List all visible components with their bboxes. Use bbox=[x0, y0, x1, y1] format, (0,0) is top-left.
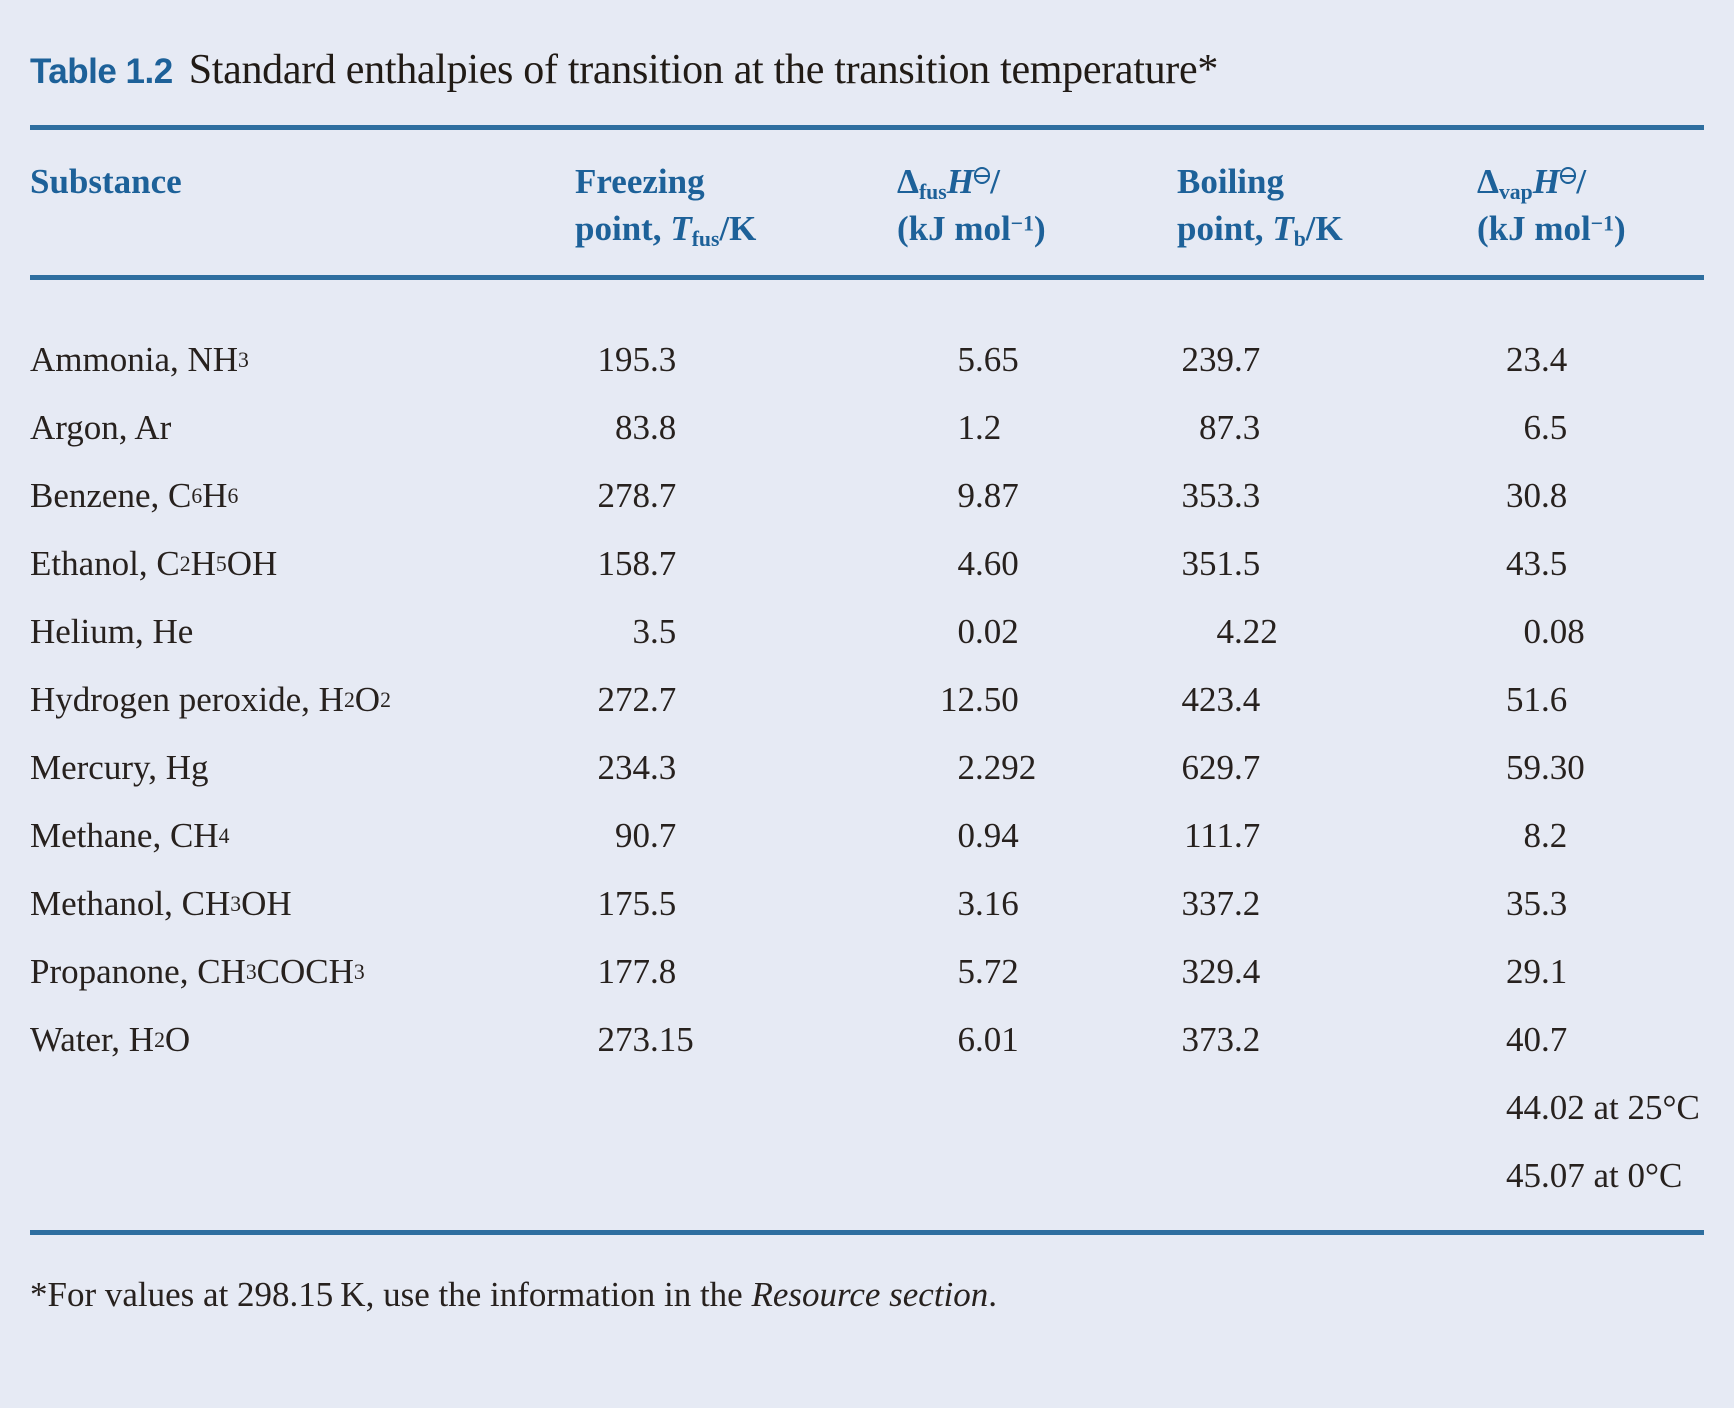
substance-cell: Argon, Ar bbox=[30, 408, 172, 447]
substance-cell: Methanol, CH 3 OH bbox=[30, 884, 292, 923]
enthalpy-fusion-cell: 3.16 bbox=[957, 884, 1019, 923]
substance-cell: Ammonia, NH 3 bbox=[30, 340, 249, 379]
enthalpy-fusion-cell: 0.02 bbox=[957, 612, 1019, 651]
header-substance: Substance bbox=[30, 162, 182, 201]
enthalpy-fusion-cell: 4.60 bbox=[957, 544, 1019, 583]
freezing-point-cell bbox=[480, 1074, 815, 1142]
boiling-point-cell: 111.7 bbox=[1184, 816, 1261, 855]
boiling-point-cell: 373.2 bbox=[1181, 1020, 1261, 1059]
freezing-point-cell: 90.7 bbox=[615, 816, 677, 855]
boiling-point-cell: 629.7 bbox=[1181, 748, 1261, 787]
enthalpy-vaporization-cell: 0.08 bbox=[1523, 612, 1585, 651]
substance-cell bbox=[30, 1074, 475, 1142]
boiling-point-cell: 353.3 bbox=[1181, 476, 1261, 515]
standard-state-icon bbox=[973, 167, 991, 184]
boiling-point-cell: 351.5 bbox=[1181, 544, 1261, 583]
enthalpy-fusion-cell: 9.87 bbox=[957, 476, 1019, 515]
table-figure: Table 1.2 Standard enthalpies of transit… bbox=[0, 46, 1734, 1315]
enthalpy-vaporization-cell: 40.7 bbox=[1506, 1020, 1568, 1059]
header-enthalpy-vaporization: ΔvapH / (kJ mol−1) bbox=[1477, 162, 1626, 248]
boiling-point-cell: 329.4 bbox=[1181, 952, 1261, 991]
table-caption: Standard enthalpies of transition at the… bbox=[188, 47, 1219, 93]
enthalpy-vaporization-cell: 51.6 bbox=[1506, 680, 1568, 719]
header-rule bbox=[30, 275, 1704, 280]
freezing-point-cell: 272.7 bbox=[597, 680, 677, 719]
table-row: Helium, He 3.5 0.02 4.22 0.08 bbox=[30, 598, 1704, 666]
boiling-point-cell: 337.2 bbox=[1181, 884, 1261, 923]
table-body: Ammonia, NH 3 195.3 5.65 239.7 23.4 Argon, Ar 8… bbox=[30, 326, 1704, 1210]
freezing-point-cell: 83.8 bbox=[615, 408, 677, 447]
enthalpy-fusion-cell: 2.292 bbox=[957, 748, 1037, 787]
boiling-point-cell: 423.4 bbox=[1181, 680, 1261, 719]
table-row: Ethanol, C 2 H 5 OH 158.7 4.60 351.5 43.5 bbox=[30, 530, 1704, 598]
footnote: *For values at 298.15 K, use the informa… bbox=[30, 1275, 1704, 1315]
enthalpy-fusion-cell: 0.94 bbox=[957, 816, 1019, 855]
table-row: 45.07 at 0°C bbox=[30, 1142, 1704, 1210]
freezing-point-cell: 158.7 bbox=[597, 544, 677, 583]
table-title: Table 1.2 Standard enthalpies of transit… bbox=[30, 46, 1704, 102]
boiling-point-cell: 239.7 bbox=[1181, 340, 1261, 379]
enthalpy-vaporization-cell: 6.5 bbox=[1523, 408, 1568, 447]
enthalpy-vaporization-cell: 35.3 bbox=[1506, 884, 1568, 923]
table-row: Methane, CH 4 90.7 0.94 111.7 8.2 bbox=[30, 802, 1704, 870]
enthalpy-fusion-cell: 6.01 bbox=[957, 1020, 1019, 1059]
table-row: Ammonia, NH 3 195.3 5.65 239.7 23.4 bbox=[30, 326, 1704, 394]
footnote-period: . bbox=[988, 1275, 998, 1314]
freezing-point-cell bbox=[480, 1142, 815, 1210]
bottom-rule bbox=[30, 1230, 1704, 1235]
table-row: Methanol, CH 3 OH 175.5 3.16 337.2 35.3 bbox=[30, 870, 1704, 938]
footnote-text: *For values at 298.15 K, use the informa… bbox=[30, 1275, 752, 1314]
standard-state-icon bbox=[1559, 167, 1577, 184]
freezing-point-cell: 195.3 bbox=[597, 340, 677, 379]
table-row: Hydrogen peroxide, H 2 O 2 272.7 12.50 423.4 51… bbox=[30, 666, 1704, 734]
enthalpy-fusion-cell bbox=[830, 1074, 1075, 1142]
header-enthalpy-fusion: ΔfusH / (kJ mol−1) bbox=[897, 162, 1046, 248]
table-header-row: Substance Freezing point, Tfus/K ΔfusH / … bbox=[30, 158, 1704, 252]
substance-cell: Propanone, CH 3 COCH 3 bbox=[30, 952, 365, 991]
substance-cell: Mercury, Hg bbox=[30, 748, 209, 787]
table-row: Benzene, C 6 H 6 278.7 9.87 353.3 30.8 bbox=[30, 462, 1704, 530]
footnote-italic: Resource section bbox=[751, 1275, 989, 1314]
table-row: Propanone, CH 3 COCH 3 177.8 5.72 329.4 29.1 bbox=[30, 938, 1704, 1006]
header-boiling-point: Boiling point, Tb/K bbox=[1177, 162, 1343, 252]
table-number: Table 1.2 bbox=[30, 52, 173, 91]
substance-cell: Ethanol, C 2 H 5 OH bbox=[30, 544, 278, 583]
substance-cell bbox=[30, 1142, 475, 1210]
top-rule bbox=[30, 125, 1704, 130]
freezing-point-cell: 234.3 bbox=[597, 748, 677, 787]
enthalpy-fusion-cell bbox=[830, 1142, 1075, 1210]
freezing-point-cell: 3.5 bbox=[632, 612, 677, 651]
table-row: Mercury, Hg 234.3 2.292 629.7 59.30 bbox=[30, 734, 1704, 802]
boiling-point-cell: 4.22 bbox=[1216, 612, 1278, 651]
enthalpy-fusion-cell: 12.50 bbox=[940, 680, 1019, 719]
enthalpy-fusion-cell: 1.2 bbox=[957, 408, 1002, 447]
table-row: 44.02 at 25°C bbox=[30, 1074, 1704, 1142]
enthalpy-vaporization-cell: 23.4 bbox=[1506, 340, 1568, 379]
table-row: Water, H 2 O 273.15 6.01 373.2 40.7 bbox=[30, 1006, 1704, 1074]
table-row: Argon, Ar 83.8 1.2 87.3 6.5 bbox=[30, 394, 1704, 462]
enthalpy-fusion-cell: 5.72 bbox=[957, 952, 1019, 991]
enthalpy-vaporization-cell: 44.02 at 25°C bbox=[1506, 1088, 1700, 1127]
enthalpy-vaporization-cell: 30.8 bbox=[1506, 476, 1568, 515]
enthalpy-vaporization-cell: 29.1 bbox=[1506, 952, 1568, 991]
boiling-point-cell bbox=[1080, 1074, 1395, 1142]
enthalpy-fusion-cell: 5.65 bbox=[957, 340, 1019, 379]
header-freezing-point: Freezing point, Tfus/K bbox=[575, 162, 757, 252]
enthalpy-vaporization-cell: 8.2 bbox=[1523, 816, 1568, 855]
freezing-point-cell: 273.15 bbox=[597, 1020, 694, 1059]
freezing-point-cell: 175.5 bbox=[597, 884, 677, 923]
enthalpy-vaporization-cell: 43.5 bbox=[1506, 544, 1568, 583]
substance-cell: Methane, CH 4 bbox=[30, 816, 230, 855]
boiling-point-cell: 87.3 bbox=[1199, 408, 1261, 447]
enthalpy-vaporization-cell: 45.07 at 0°C bbox=[1506, 1156, 1683, 1195]
freezing-point-cell: 177.8 bbox=[597, 952, 677, 991]
boiling-point-cell bbox=[1080, 1142, 1395, 1210]
freezing-point-cell: 278.7 bbox=[597, 476, 677, 515]
enthalpy-vaporization-cell: 59.30 bbox=[1506, 748, 1585, 787]
substance-cell: Helium, He bbox=[30, 612, 194, 651]
